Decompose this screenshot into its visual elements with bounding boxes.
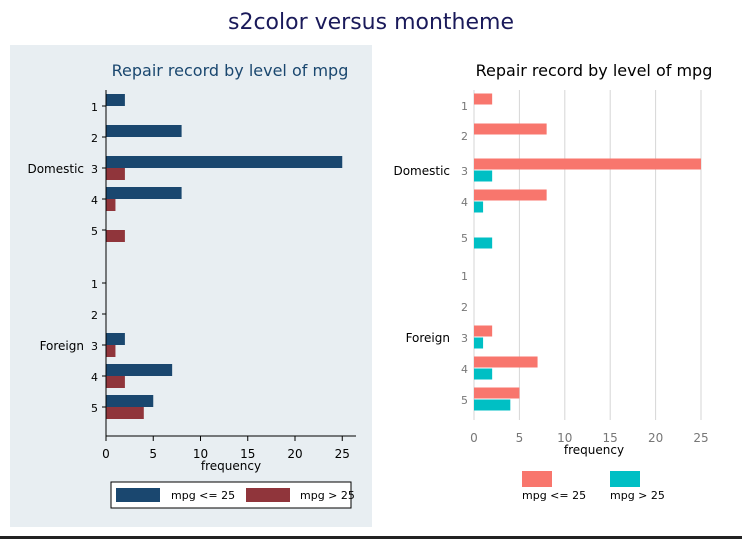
x-axis-label: frequency: [201, 459, 261, 473]
bar-mpg-le-25: [106, 156, 343, 168]
x-tick-label: 0: [102, 447, 110, 461]
legend-label: mpg > 25: [300, 489, 355, 502]
bar-mpg-gt-25: [474, 237, 493, 249]
bar-mpg-gt-25: [474, 170, 493, 182]
category-label: 3: [461, 332, 468, 345]
category-label: 1: [91, 101, 98, 114]
page-title: s2color versus montheme: [228, 10, 514, 35]
legend-label: mpg > 25: [610, 489, 665, 502]
chart-title: Repair record by level of mpg: [112, 61, 349, 80]
bar-mpg-gt-25: [106, 230, 125, 242]
bar-mpg-le-25: [474, 325, 493, 337]
bar-mpg-gt-25: [106, 168, 125, 180]
bar-mpg-le-25: [106, 395, 154, 407]
bar-mpg-le-25: [474, 356, 538, 368]
bar-mpg-le-25: [106, 125, 182, 137]
legend-swatch: [610, 471, 640, 487]
legend-swatch: [116, 488, 160, 502]
x-tick-label: 20: [287, 447, 302, 461]
x-axis-label: frequency: [564, 443, 624, 457]
category-label: 4: [461, 363, 468, 376]
bar-mpg-gt-25: [106, 376, 125, 388]
bar-mpg-le-25: [106, 94, 125, 106]
legend-swatch: [522, 471, 552, 487]
bar-mpg-gt-25: [474, 337, 484, 349]
x-tick-label: 15: [240, 447, 255, 461]
bar-mpg-gt-25: [474, 399, 511, 411]
x-tick-label: 5: [516, 431, 524, 445]
category-label: 2: [91, 309, 98, 322]
category-label: 5: [461, 232, 468, 245]
bar-mpg-le-25: [474, 158, 701, 170]
bar-mpg-gt-25: [106, 199, 116, 211]
bar-mpg-le-25: [474, 93, 493, 105]
group-label: Foreign: [40, 339, 84, 353]
bar-mpg-le-25: [106, 333, 125, 345]
category-label: 4: [91, 194, 98, 207]
category-label: 2: [91, 132, 98, 145]
x-tick-label: 15: [603, 431, 618, 445]
bar-mpg-le-25: [106, 187, 182, 199]
x-tick-label: 10: [557, 431, 572, 445]
legend-box: [110, 481, 352, 509]
group-label: Domestic: [393, 164, 450, 178]
category-label: 3: [91, 340, 98, 353]
chart-title: Repair record by level of mpg: [476, 61, 713, 80]
x-tick-label: 25: [693, 431, 708, 445]
category-label: 2: [461, 130, 468, 143]
category-label: 1: [461, 100, 468, 113]
left-panel-background: [10, 45, 372, 527]
category-label: 2: [461, 301, 468, 314]
category-label: 5: [461, 394, 468, 407]
bar-mpg-le-25: [474, 123, 547, 135]
category-label: 4: [91, 371, 98, 384]
group-label: Domestic: [27, 162, 84, 176]
category-label: 3: [461, 165, 468, 178]
legend-label: mpg <= 25: [522, 489, 586, 502]
group-label: Foreign: [406, 331, 450, 345]
category-label: 3: [91, 163, 98, 176]
x-tick-label: 25: [335, 447, 350, 461]
category-label: 5: [91, 402, 98, 415]
legend-label: mpg <= 25: [171, 489, 235, 502]
bar-mpg-gt-25: [106, 345, 116, 357]
x-tick-label: 5: [149, 447, 157, 461]
bar-mpg-gt-25: [474, 201, 484, 213]
bar-mpg-le-25: [474, 387, 520, 399]
x-tick-label: 20: [648, 431, 663, 445]
legend-swatch: [246, 488, 290, 502]
bar-mpg-le-25: [474, 189, 547, 201]
category-label: 1: [91, 278, 98, 291]
category-label: 4: [461, 196, 468, 209]
bar-mpg-le-25: [106, 364, 173, 376]
x-tick-label: 0: [470, 431, 478, 445]
bar-mpg-gt-25: [106, 407, 144, 419]
bar-mpg-gt-25: [474, 368, 493, 380]
category-label: 1: [461, 270, 468, 283]
x-tick-label: 10: [193, 447, 208, 461]
bottom-border: [0, 536, 742, 539]
category-label: 5: [91, 225, 98, 238]
